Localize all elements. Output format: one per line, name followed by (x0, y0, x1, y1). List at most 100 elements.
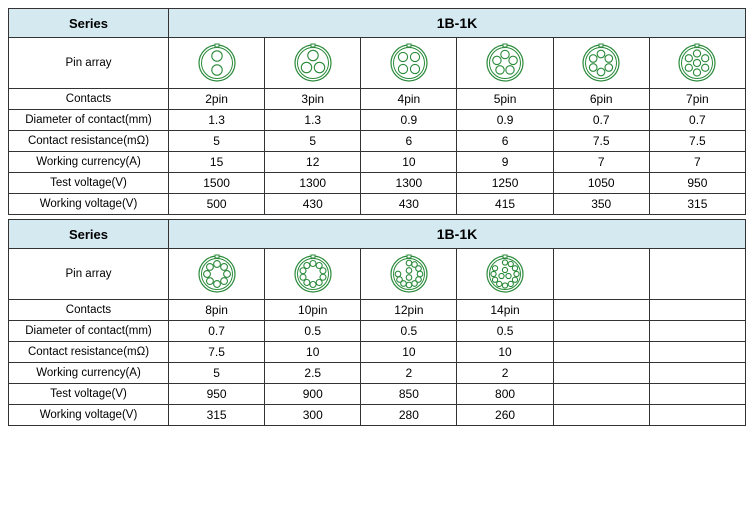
cell-contacts: 5pin (457, 89, 553, 110)
cell-diameter (553, 321, 649, 342)
series-label: Series (9, 9, 169, 38)
row-label-work_v: Working voltage(V) (9, 194, 169, 215)
cell-current: 2 (361, 363, 457, 384)
series-label: Series (9, 220, 169, 249)
cell-contacts: 8pin (169, 300, 265, 321)
cell-contacts: 12pin (361, 300, 457, 321)
pin-array-icon-8 (195, 252, 239, 296)
cell-current: 2.5 (265, 363, 361, 384)
cell-current: 7 (649, 152, 745, 173)
cell-work_v: 300 (265, 405, 361, 426)
cell-current: 9 (457, 152, 553, 173)
pin-array-cell (361, 249, 457, 300)
cell-work_v: 415 (457, 194, 553, 215)
cell-test_v: 1250 (457, 173, 553, 194)
pin-array-icon-4 (387, 41, 431, 85)
cell-contacts: 4pin (361, 89, 457, 110)
row-label-current: Working currency(A) (9, 363, 169, 384)
pin-array-cell (457, 249, 553, 300)
cell-diameter: 0.7 (553, 110, 649, 131)
cell-diameter: 0.9 (361, 110, 457, 131)
spec-table: Series1B-1KPin arrayContacts2pin3pin4pin… (8, 8, 746, 215)
cell-work_v (553, 405, 649, 426)
cell-test_v: 1300 (265, 173, 361, 194)
cell-current (553, 363, 649, 384)
pin-array-cell (649, 38, 745, 89)
pin-array-icon-10 (291, 252, 335, 296)
pin-array-label: Pin array (9, 249, 169, 300)
cell-resistance: 10 (265, 342, 361, 363)
cell-work_v: 260 (457, 405, 553, 426)
cell-contacts (553, 300, 649, 321)
cell-resistance: 7.5 (553, 131, 649, 152)
row-label-contacts: Contacts (9, 89, 169, 110)
cell-contacts: 7pin (649, 89, 745, 110)
pin-array-label: Pin array (9, 38, 169, 89)
cell-diameter: 0.7 (169, 321, 265, 342)
cell-work_v: 315 (649, 194, 745, 215)
cell-diameter: 1.3 (169, 110, 265, 131)
cell-contacts: 14pin (457, 300, 553, 321)
cell-test_v: 1300 (361, 173, 457, 194)
cell-test_v (553, 384, 649, 405)
spec-table: Series1B-1KPin arrayContacts8pin10pin12p… (8, 219, 746, 426)
row-label-diameter: Diameter of contact(mm) (9, 110, 169, 131)
cell-resistance (553, 342, 649, 363)
cell-test_v: 850 (361, 384, 457, 405)
row-label-resistance: Contact resistance(mΩ) (9, 342, 169, 363)
pin-array-icon-5 (483, 41, 527, 85)
cell-diameter: 1.3 (265, 110, 361, 131)
cell-contacts: 2pin (169, 89, 265, 110)
cell-work_v: 280 (361, 405, 457, 426)
series-value: 1B-1K (169, 220, 746, 249)
pin-array-cell (457, 38, 553, 89)
cell-diameter: 0.5 (457, 321, 553, 342)
cell-current: 5 (169, 363, 265, 384)
cell-diameter (649, 321, 745, 342)
cell-diameter: 0.5 (361, 321, 457, 342)
cell-diameter: 0.9 (457, 110, 553, 131)
row-label-diameter: Diameter of contact(mm) (9, 321, 169, 342)
row-label-work_v: Working voltage(V) (9, 405, 169, 426)
cell-resistance: 5 (169, 131, 265, 152)
cell-current: 2 (457, 363, 553, 384)
cell-contacts: 10pin (265, 300, 361, 321)
pin-array-cell (553, 249, 649, 300)
pin-array-icon-6 (579, 41, 623, 85)
cell-test_v: 950 (649, 173, 745, 194)
cell-diameter: 0.7 (649, 110, 745, 131)
row-label-test_v: Test voltage(V) (9, 384, 169, 405)
cell-test_v: 950 (169, 384, 265, 405)
pin-array-cell (169, 249, 265, 300)
cell-test_v: 800 (457, 384, 553, 405)
cell-current: 7 (553, 152, 649, 173)
cell-resistance: 6 (457, 131, 553, 152)
pin-array-icon-7 (675, 41, 719, 85)
cell-current (649, 363, 745, 384)
pin-array-cell (265, 38, 361, 89)
row-label-current: Working currency(A) (9, 152, 169, 173)
cell-current: 10 (361, 152, 457, 173)
cell-work_v: 315 (169, 405, 265, 426)
spec-tables-container: Series1B-1KPin arrayContacts2pin3pin4pin… (8, 8, 746, 426)
cell-current: 12 (265, 152, 361, 173)
series-value: 1B-1K (169, 9, 746, 38)
pin-array-cell (169, 38, 265, 89)
pin-array-cell (361, 38, 457, 89)
cell-work_v: 430 (265, 194, 361, 215)
row-label-contacts: Contacts (9, 300, 169, 321)
pin-array-cell (649, 249, 745, 300)
cell-contacts: 6pin (553, 89, 649, 110)
cell-resistance: 7.5 (169, 342, 265, 363)
cell-contacts (649, 300, 745, 321)
pin-array-icon-14 (483, 252, 527, 296)
cell-contacts: 3pin (265, 89, 361, 110)
cell-resistance (649, 342, 745, 363)
cell-diameter: 0.5 (265, 321, 361, 342)
cell-resistance: 10 (457, 342, 553, 363)
pin-array-cell (553, 38, 649, 89)
cell-test_v (649, 384, 745, 405)
cell-resistance: 6 (361, 131, 457, 152)
row-label-resistance: Contact resistance(mΩ) (9, 131, 169, 152)
cell-test_v: 1500 (169, 173, 265, 194)
